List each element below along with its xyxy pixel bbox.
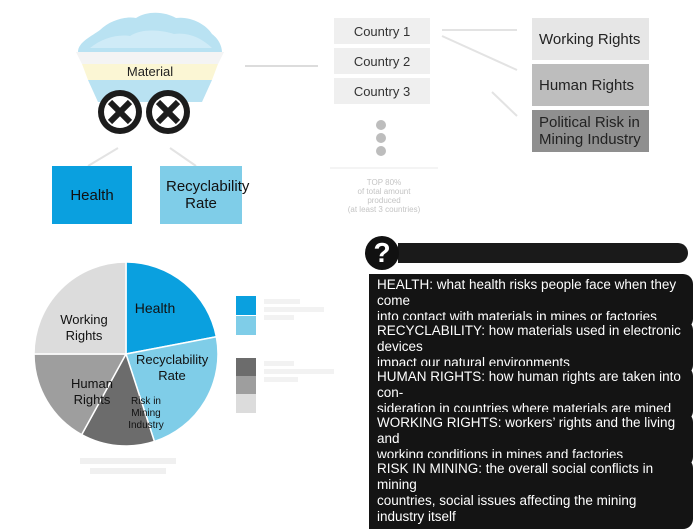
- pie-label-risk: Risk in Mining Industry: [128, 396, 164, 431]
- pie-slice-4: [33, 261, 127, 355]
- country-2: Country 2: [334, 48, 430, 74]
- question-mark-icon: ?: [365, 236, 399, 270]
- pie-caption: [80, 456, 176, 482]
- legend-health-swatch: [236, 296, 256, 315]
- note-line: produced: [367, 196, 401, 205]
- legend-grey-text: [264, 358, 334, 398]
- definition-working-rights: WORKING RIGHTS: workers’ rights and the …: [369, 412, 693, 467]
- working-rights-label: Working Rights: [539, 30, 641, 48]
- working-rights-box: Working Rights: [532, 18, 649, 60]
- health-label: Health: [70, 186, 114, 204]
- pie-slice-3: [33, 353, 128, 436]
- definition-risk-in-mining: RISK IN MINING: the overall social confl…: [369, 458, 693, 529]
- political-risk-label: Political Risk in Mining Industry: [539, 114, 641, 148]
- pie-slice-2: [80, 352, 156, 447]
- note-line: (at least 3 countries): [347, 205, 421, 214]
- definition-line: RECYCLABILITY: how materials used in ele…: [377, 323, 681, 354]
- impact-pie-chart: [33, 261, 219, 447]
- material-label: Material: [126, 64, 174, 79]
- definition-recyclability: RECYCLABILITY: how materials used in ele…: [369, 320, 693, 375]
- definition-line: HEALTH: what health risks people face wh…: [377, 277, 677, 308]
- pie-slice-1: [125, 335, 219, 443]
- ellipsis-dot-icon: [376, 120, 386, 130]
- legend-human-rights-swatch: [236, 376, 256, 395]
- recyclability-label: Recyclability Rate: [166, 178, 250, 212]
- country-1: Country 1: [334, 18, 430, 44]
- note-line: TOP 80%: [366, 178, 402, 187]
- definition-line: countries, social issues affecting the m…: [377, 493, 637, 524]
- human-rights-label: Human Rights: [539, 76, 635, 94]
- definition-line: HUMAN RIGHTS: how human rights are taken…: [377, 369, 681, 400]
- legend-recyclability-swatch: [236, 316, 256, 335]
- note-line: of total amount: [357, 187, 411, 196]
- ellipsis-dot-icon: [376, 133, 386, 143]
- cart-wheel-left-icon: [98, 90, 142, 134]
- political-risk-box: Political Risk in Mining Industry: [532, 110, 649, 152]
- question-header-bar: [398, 243, 688, 263]
- country-3: Country 3: [334, 78, 430, 104]
- pie-label-recyclability: Recyclability Rate: [136, 352, 209, 383]
- pie-label-human-rights: Human Rights: [71, 376, 113, 407]
- legend-risk-swatch: [236, 358, 256, 377]
- ellipsis-dot-icon: [376, 146, 386, 156]
- legend-working-rights-swatch: [236, 394, 256, 413]
- human-rights-box: Human Rights: [532, 64, 649, 106]
- definition-line: WORKING RIGHTS: workers’ rights and the …: [377, 415, 676, 446]
- pie-slice-0: [125, 261, 218, 355]
- definition-line: RISK IN MINING: the overall social confl…: [377, 461, 654, 492]
- recyclability-box: Recyclability Rate: [160, 166, 250, 224]
- mine-cart-icon: [76, 12, 224, 134]
- top-percent-note: TOP 80% of total amount produced (at lea…: [330, 178, 438, 214]
- health-box: Health: [52, 166, 132, 224]
- pie-label-health: Health: [134, 300, 176, 316]
- cart-wheel-right-icon: [146, 90, 190, 134]
- pie-label-working-rights: Working Rights: [60, 312, 108, 343]
- legend-blue-text: [264, 296, 324, 336]
